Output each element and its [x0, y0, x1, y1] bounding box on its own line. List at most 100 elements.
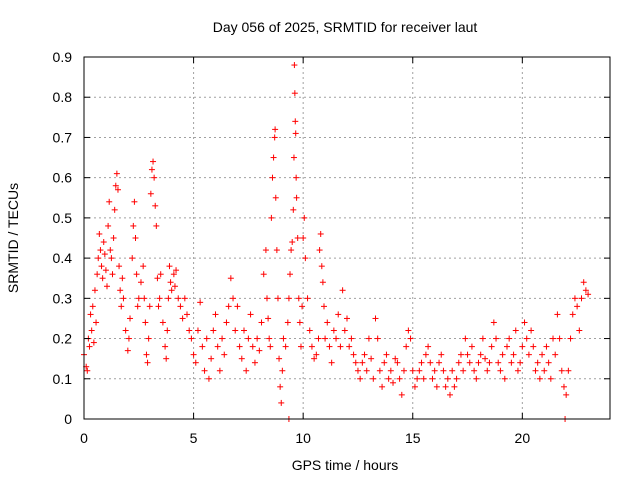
data-point — [578, 295, 585, 302]
data-point — [173, 267, 180, 274]
data-point — [451, 383, 458, 390]
data-point — [460, 367, 467, 374]
data-point — [333, 335, 340, 342]
data-point — [508, 359, 515, 366]
y-tick-label: 0.9 — [53, 49, 73, 65]
data-point — [381, 359, 388, 366]
data-point — [525, 351, 532, 358]
data-point — [425, 343, 432, 350]
data-point — [317, 230, 324, 237]
data-point — [556, 335, 563, 342]
data-point — [464, 351, 471, 358]
x-tick-label: 5 — [190, 430, 198, 446]
data-point — [311, 355, 318, 362]
data-point — [392, 355, 399, 362]
data-point — [440, 367, 447, 374]
data-point — [357, 375, 364, 382]
data-point — [514, 367, 521, 374]
data-point — [422, 351, 429, 358]
data-point — [164, 327, 171, 334]
data-point — [429, 375, 436, 382]
data-point — [205, 375, 212, 382]
data-point — [119, 275, 126, 282]
data-point — [194, 327, 201, 334]
data-point — [256, 347, 263, 354]
data-point — [111, 206, 118, 213]
data-point — [274, 295, 281, 302]
data-point — [105, 222, 112, 229]
data-point — [574, 303, 581, 310]
data-point — [130, 222, 137, 229]
data-point — [131, 198, 138, 205]
data-point — [192, 359, 199, 366]
data-point — [113, 170, 120, 177]
data-point — [108, 255, 115, 262]
data-point — [269, 174, 276, 181]
data-point — [97, 247, 104, 254]
data-point — [521, 319, 528, 326]
data-point — [240, 327, 247, 334]
data-point — [477, 351, 484, 358]
data-point — [129, 255, 136, 262]
data-point — [277, 383, 284, 390]
data-point — [143, 351, 150, 358]
data-point — [210, 327, 217, 334]
data-point — [442, 383, 449, 390]
data-point — [471, 367, 478, 374]
data-point — [297, 343, 304, 350]
data-point — [337, 343, 344, 350]
data-point — [117, 287, 124, 294]
data-point — [523, 335, 530, 342]
data-point — [234, 303, 241, 310]
y-tick-label: 0.8 — [53, 89, 73, 105]
data-point — [350, 351, 357, 358]
data-point — [468, 343, 475, 350]
data-point — [569, 311, 576, 318]
data-point — [170, 271, 177, 278]
data-point — [396, 375, 403, 382]
data-point — [267, 343, 274, 350]
data-point — [258, 319, 265, 326]
data-point — [124, 347, 131, 354]
data-point — [249, 343, 256, 350]
data-point — [510, 351, 517, 358]
y-tick-label: 0.4 — [53, 250, 73, 266]
data-point — [543, 343, 550, 350]
data-point — [137, 279, 144, 286]
x-tick-label: 10 — [295, 430, 311, 446]
y-tick-label: 0.3 — [53, 290, 73, 306]
data-point — [282, 343, 289, 350]
data-point — [292, 118, 299, 125]
data-point — [293, 174, 300, 181]
data-point — [488, 343, 495, 350]
data-point — [268, 214, 275, 221]
data-point — [270, 154, 277, 161]
data-point — [279, 367, 286, 374]
data-point — [296, 319, 303, 326]
data-point — [318, 263, 325, 270]
data-point — [536, 375, 543, 382]
data-point — [319, 279, 326, 286]
data-point — [188, 335, 195, 342]
data-point — [361, 351, 368, 358]
data-point — [344, 315, 350, 322]
data-point — [134, 303, 141, 310]
data-point — [457, 351, 464, 358]
data-point — [495, 359, 502, 366]
data-point — [315, 335, 322, 342]
data-point — [387, 367, 394, 374]
data-point — [155, 303, 162, 310]
data-point — [545, 359, 552, 366]
y-tick-label: 0.6 — [53, 170, 73, 186]
data-point — [265, 315, 272, 322]
data-point — [290, 206, 297, 213]
data-point — [157, 271, 164, 278]
data-point — [560, 383, 567, 390]
data-point — [379, 383, 386, 390]
data-point — [407, 335, 414, 342]
data-point — [512, 327, 519, 334]
y-tick-label: 0.1 — [53, 371, 73, 387]
data-point — [301, 214, 308, 221]
data-point — [154, 275, 161, 282]
data-point — [150, 158, 157, 165]
